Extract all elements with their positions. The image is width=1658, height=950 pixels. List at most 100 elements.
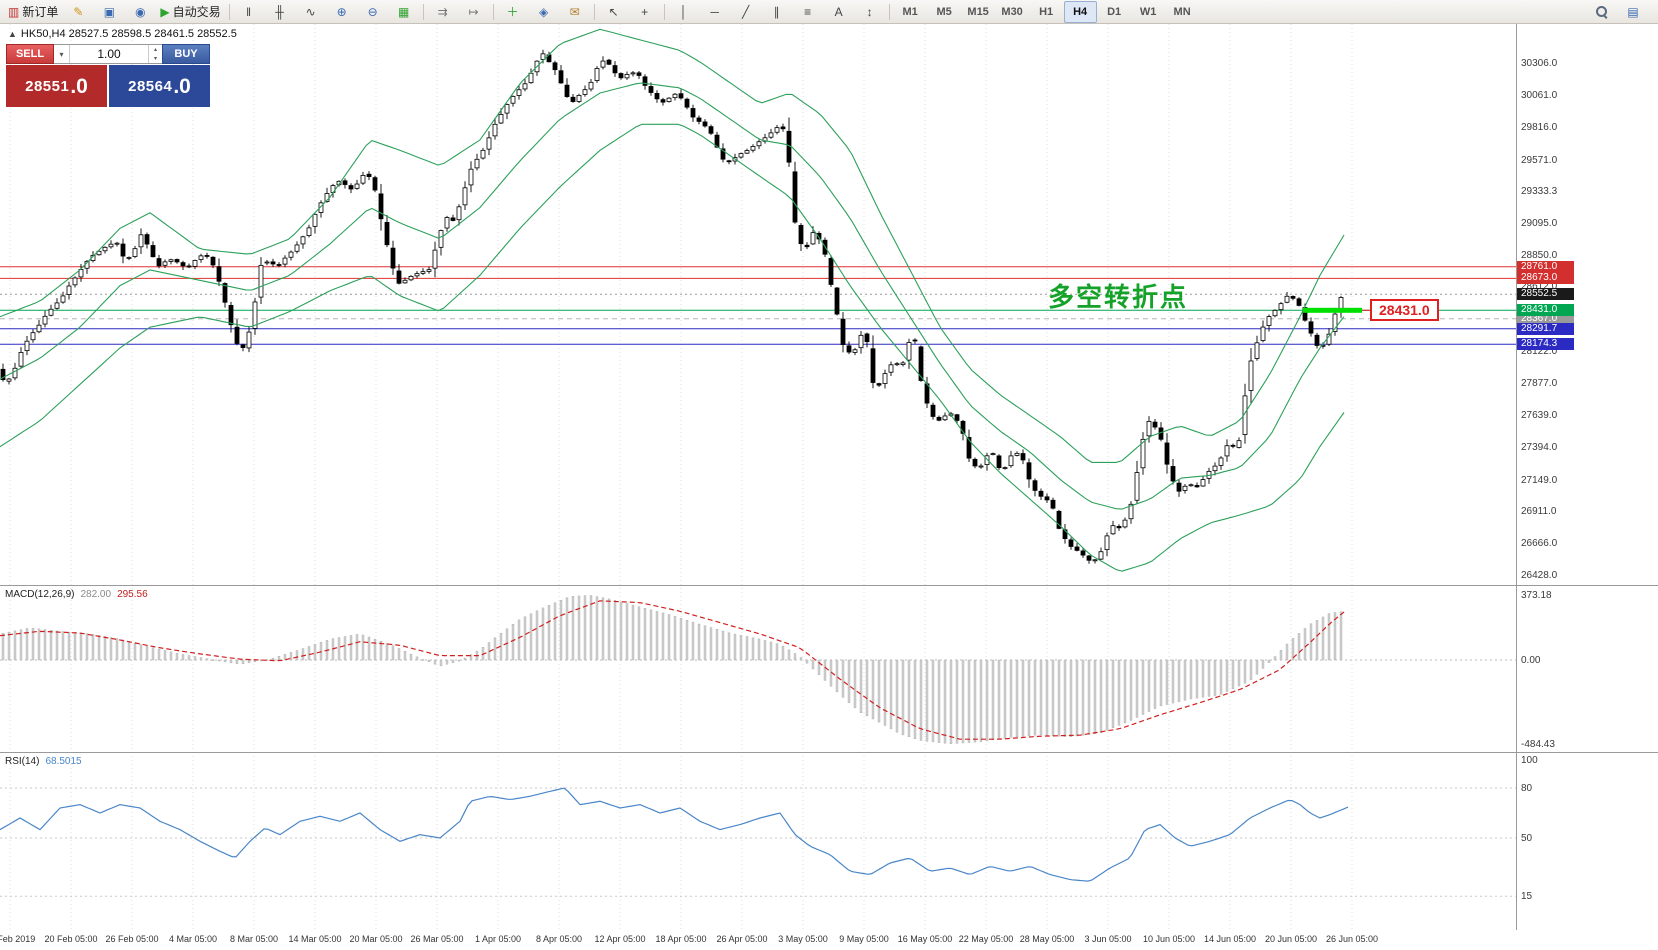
price-axis-label: 27394.0 [1521, 442, 1558, 454]
price-axis-label: 29095.0 [1521, 217, 1558, 229]
timeframe-m5[interactable]: M5 [936, 5, 952, 18]
panels-icon: ▤ [1627, 4, 1639, 19]
volume-dropdown-caret[interactable]: ▾ [54, 45, 70, 63]
volume-down-icon[interactable]: ▾ [153, 56, 157, 62]
price-axis-label: 27877.0 [1521, 378, 1558, 390]
toolbar-right-group: ▤ [1586, 1, 1654, 23]
bar-chart-button[interactable]: ‖ [234, 1, 264, 23]
channel-button[interactable]: ∥ [762, 1, 792, 23]
cursor-button[interactable]: ↖ [599, 1, 629, 23]
chart-shift-button[interactable]: ↦ [459, 1, 489, 23]
time-axis-label: 14 Feb 2019 [0, 934, 36, 944]
cursor-icon: ↖ [608, 4, 619, 19]
rsi-axis-label: 80 [1521, 782, 1533, 794]
price-axis-label: 29571.0 [1521, 154, 1558, 166]
volume-input[interactable]: 1.00 [97, 47, 121, 61]
price-axis-label: 27639.0 [1521, 409, 1558, 421]
price-chip: 28174.3 [1517, 338, 1574, 351]
rsi-axis-label: 50 [1521, 832, 1533, 844]
macd-axis-label: 0.00 [1521, 655, 1541, 666]
profiles-button[interactable]: ▣ [94, 1, 124, 23]
timeframe-group: M1 M5 M15 M30 H1 H4 D1 W1 MN [894, 0, 1199, 23]
toolbar-left-group: ▥ 新订单 ✎ ▣ ◉ ▶ 自动交易 ‖ ╫ ∿ ⊕ ⊖ ▦ ⇉ ↦ ＋ ◈ ✉ ↖ + │ ─ ╱ ∥ ≡ A ↕ [4, 1, 893, 23]
price-axis-label: 29816.0 [1521, 122, 1558, 134]
new-order-icon: ▥ [8, 4, 20, 19]
toolbar-separator [593, 3, 595, 20]
buy-button[interactable]: BUY [162, 44, 210, 64]
time-axis-label: 28 May 05:00 [1019, 934, 1075, 944]
time-axis-label: 1 Apr 05:00 [474, 934, 522, 944]
toolbar: ▥ 新订单 ✎ ▣ ◉ ▶ 自动交易 ‖ ╫ ∿ ⊕ ⊖ ▦ ⇉ ↦ ＋ ◈ ✉ ↖ + │ ─ ╱ ∥ ≡ A ↕ M1 M5 M15… [0, 0, 1658, 24]
sell-button[interactable]: SELL [6, 44, 54, 64]
timeframe-w1[interactable]: W1 [1139, 5, 1157, 18]
time-axis-label: 8 Mar 05:00 [229, 934, 279, 944]
text-tool-button[interactable]: A [824, 1, 854, 23]
macd-label: MACD(12,26,9) 282.00 295.56 [5, 589, 148, 600]
rsi-axis-label: 15 [1521, 891, 1533, 903]
mail-icon: ✉ [569, 4, 580, 19]
timeframe-m30[interactable]: M30 [1001, 5, 1023, 18]
tile-windows-button[interactable]: ▦ [389, 1, 419, 23]
new-order-button[interactable]: ▥ 新订单 [4, 1, 62, 23]
time-axis-label: 16 May 05:00 [897, 934, 953, 944]
community-icon: ◉ [135, 4, 146, 19]
zoom-in-button[interactable]: ⊕ [327, 1, 357, 23]
crosshair-button[interactable]: + [630, 1, 660, 23]
line-chart-button[interactable]: ∿ [296, 1, 326, 23]
price-chip: 28761.0 [1517, 260, 1574, 273]
zoom-out-icon: ⊖ [367, 4, 378, 19]
timeframe-m1[interactable]: M1 [902, 5, 918, 18]
candlestick-button[interactable]: ╫ [265, 1, 295, 23]
sell-price-main: 28551 [25, 77, 70, 95]
price-axis-label: 27149.0 [1521, 474, 1558, 486]
timeframe-h1[interactable]: H1 [1039, 5, 1054, 18]
horizontal-line-button[interactable]: ─ [700, 1, 730, 23]
line-chart-icon: ∿ [305, 4, 316, 19]
buy-price-button[interactable]: 28564 .0 [109, 65, 210, 107]
bar-chart-icon: ‖ [246, 4, 252, 19]
timeframe-mn[interactable]: MN [1173, 5, 1191, 18]
metaeditor-icon: ✎ [73, 4, 84, 19]
community-button[interactable]: ◉ [125, 1, 155, 23]
volume-up-icon[interactable]: ▴ [153, 47, 157, 53]
indicators-icon: ＋ [506, 4, 519, 19]
timeframe-d1[interactable]: D1 [1107, 5, 1122, 18]
macd-axis-label: 373.18 [1521, 590, 1552, 602]
time-axis-label: 14 Jun 05:00 [1203, 934, 1257, 944]
candlestick-icon: ╫ [275, 4, 284, 19]
indicators-button[interactable]: ＋ [498, 1, 528, 23]
symbol-icon: ▲ [8, 29, 17, 39]
sell-price-pip: .0 [70, 74, 88, 98]
rsi-value: 68.5015 [45, 756, 82, 767]
time-axis-label: 26 Jun 05:00 [1325, 934, 1379, 944]
autotrading-play-icon: ▶ [160, 4, 170, 19]
sell-price-button[interactable]: 28551 .0 [6, 65, 107, 107]
trendline-button[interactable]: ╱ [731, 1, 761, 23]
text-tool-icon: A [834, 4, 843, 19]
time-axis-label: 3 Jun 05:00 [1084, 934, 1132, 944]
mail-button[interactable]: ✉ [560, 1, 590, 23]
zoom-out-button[interactable]: ⊖ [358, 1, 388, 23]
timeframe-m15[interactable]: M15 [967, 5, 989, 18]
navigator-button[interactable]: ◈ [529, 1, 559, 23]
auto-scroll-button[interactable]: ⇉ [428, 1, 458, 23]
metaeditor-button[interactable]: ✎ [63, 1, 93, 23]
arrows-tool-button[interactable]: ↕ [855, 1, 885, 23]
panels-button[interactable]: ▤ [1618, 1, 1648, 23]
vertical-line-button[interactable]: │ [669, 1, 699, 23]
rsi-label: RSI(14) 68.5015 [5, 756, 82, 767]
toolbar-separator [492, 3, 494, 20]
auto-scroll-icon: ⇉ [437, 4, 448, 19]
tile-windows-icon: ▦ [397, 4, 410, 19]
fibonacci-icon: ≡ [804, 4, 812, 19]
timeframe-h4[interactable]: H4 [1063, 0, 1097, 23]
time-axis-label: 12 Apr 05:00 [594, 934, 646, 944]
volume-stepper[interactable]: ▴ ▾ [148, 45, 162, 63]
trendline-icon: ╱ [741, 4, 750, 19]
autotrading-button[interactable]: ▶ 自动交易 [156, 1, 224, 23]
search-button[interactable] [1586, 1, 1616, 23]
fibonacci-button[interactable]: ≡ [793, 1, 823, 23]
time-axis-label: 26 Apr 05:00 [716, 934, 768, 944]
time-axis-label: 8 Apr 05:00 [535, 934, 583, 944]
price-axis-label: 28850.0 [1521, 250, 1558, 261]
